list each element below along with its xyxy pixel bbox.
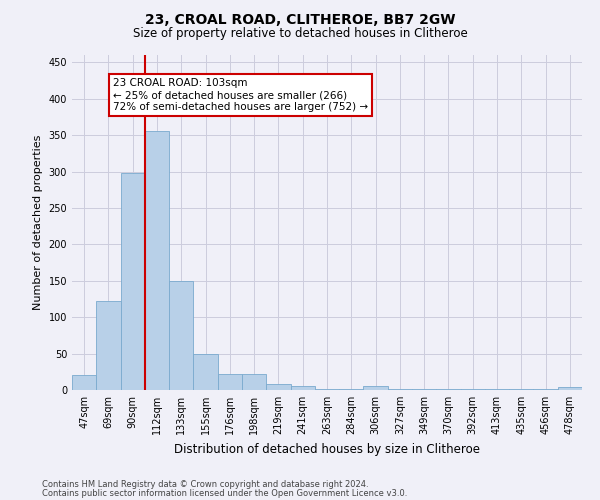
Text: 23, CROAL ROAD, CLITHEROE, BB7 2GW: 23, CROAL ROAD, CLITHEROE, BB7 2GW [145, 12, 455, 26]
Bar [145, 132, 169, 390]
Text: Contains public sector information licensed under the Open Government Licence v3: Contains public sector information licen… [42, 488, 407, 498]
Bar [218, 374, 242, 390]
Bar [121, 173, 145, 390]
Bar [96, 301, 121, 390]
Bar [339, 388, 364, 390]
Bar [509, 388, 533, 390]
Bar [193, 354, 218, 390]
Bar [461, 388, 485, 390]
Bar [169, 281, 193, 390]
Bar [315, 388, 339, 390]
Bar [364, 386, 388, 390]
Bar [72, 376, 96, 390]
Text: 23 CROAL ROAD: 103sqm
← 25% of detached houses are smaller (266)
72% of semi-det: 23 CROAL ROAD: 103sqm ← 25% of detached … [113, 78, 368, 112]
Bar [388, 388, 412, 390]
Bar [266, 384, 290, 390]
Text: Contains HM Land Registry data © Crown copyright and database right 2024.: Contains HM Land Registry data © Crown c… [42, 480, 368, 489]
Bar [242, 374, 266, 390]
Bar [558, 387, 582, 390]
Bar [290, 386, 315, 390]
Y-axis label: Number of detached properties: Number of detached properties [33, 135, 43, 310]
Text: Size of property relative to detached houses in Clitheroe: Size of property relative to detached ho… [133, 28, 467, 40]
X-axis label: Distribution of detached houses by size in Clitheroe: Distribution of detached houses by size … [174, 442, 480, 456]
